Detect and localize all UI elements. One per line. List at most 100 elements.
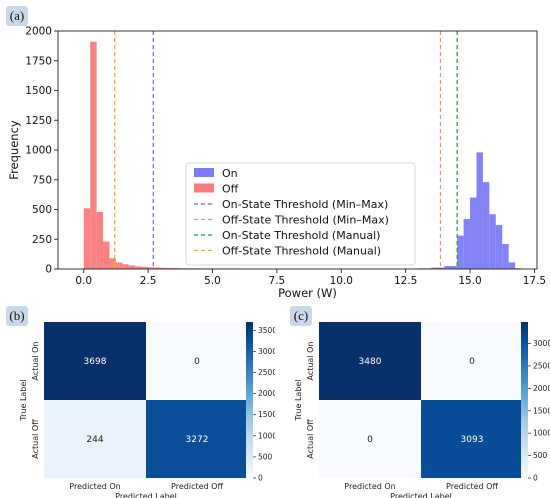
cm-b-value-0-0: 3698 xyxy=(84,357,107,367)
cm-c-colorbar-label-1: 500 xyxy=(533,451,548,460)
histogram-bar-off-10 xyxy=(148,267,155,269)
cm-c-value-1-1: 3093 xyxy=(461,435,484,445)
y-tick-label-6: 1500 xyxy=(25,85,52,97)
cm-c-colorbar-label-3: 1500 xyxy=(533,406,550,415)
cm-b-colorbar-label-4: 2000 xyxy=(258,389,275,398)
cm-b-colorbar-label-0: 0 xyxy=(258,474,263,483)
legend-label-0: On xyxy=(222,167,238,180)
histogram-bar-on-12 xyxy=(508,262,516,269)
histogram-bar-on-4 xyxy=(457,235,464,269)
y-tick-label-4: 1000 xyxy=(25,145,52,157)
cm-c-colorbar-label-0: 0 xyxy=(533,474,538,483)
histogram-bar-on-11 xyxy=(502,244,509,269)
histogram-bar-on-10 xyxy=(495,224,503,269)
cm-b-x-axis-label: Predicted Label xyxy=(115,492,177,498)
histogram-bar-on-3 xyxy=(444,266,458,269)
histogram-bar-off-3 xyxy=(103,241,110,269)
cm-c-x-axis-label: Predicted Label xyxy=(390,492,452,498)
y-tick-label-1: 250 xyxy=(32,234,52,246)
histogram-bar-off-7 xyxy=(128,265,136,269)
histogram-bar-off-6 xyxy=(122,264,129,269)
cm-c-colorbar-label-4: 2000 xyxy=(533,384,550,393)
legend-label-1: Off xyxy=(222,183,239,196)
x-tick-label-0: 0.0 xyxy=(75,275,92,287)
cm-b-colorbar xyxy=(246,322,253,478)
legend-label-4: On-State Threshold (Manual) xyxy=(222,229,380,242)
cm-b-colorbar-label-5: 2500 xyxy=(258,368,275,377)
x-tick-label-5: 12.5 xyxy=(394,275,417,287)
y-tick-label-7: 1750 xyxy=(25,55,52,67)
histogram-bar-off-12 xyxy=(161,267,168,269)
cm-c-value-0-1: 0 xyxy=(469,357,475,367)
cm-b-colorbar-label-6: 3000 xyxy=(258,347,275,356)
legend-swatch-1 xyxy=(194,183,214,193)
histogram-bar-off-5 xyxy=(115,262,123,269)
cm-c-colorbar xyxy=(521,322,528,478)
y-tick-label-5: 1250 xyxy=(25,115,52,127)
x-tick-label-3: 7.5 xyxy=(269,275,286,287)
cm-b-x-category-1: Predicted Off xyxy=(171,482,223,491)
x-tick-label-6: 15.0 xyxy=(458,275,481,287)
cm-c-cell-1-0 xyxy=(319,400,421,478)
cm-b-value-1-0: 244 xyxy=(86,435,103,445)
histogram-bar-off-1 xyxy=(90,41,97,270)
cm-b-cell-1-1 xyxy=(146,400,248,478)
cm-c-cell-0-0 xyxy=(319,322,421,400)
cm-b-value-0-1: 0 xyxy=(194,357,200,367)
cm-b-y-category-1: Actual Off xyxy=(31,419,40,459)
histogram-bar-off-14 xyxy=(173,268,181,269)
y-tick-label-8: 2000 xyxy=(25,26,52,38)
cm-b-colorbar-label-2: 1000 xyxy=(258,431,275,440)
cm-b-colorbar-label-1: 500 xyxy=(258,452,273,461)
panel-label-a: (a) xyxy=(6,6,28,26)
histogram-bar-off-13 xyxy=(167,267,174,269)
histogram-bar-on-2 xyxy=(431,267,445,269)
x-tick-label-4: 10.0 xyxy=(330,275,353,287)
cm-b-x-category-0: Predicted On xyxy=(69,482,120,491)
cm-c-value-0-0: 3480 xyxy=(359,357,382,367)
legend-swatch-0 xyxy=(194,168,214,177)
cm-c-x-category-0: Predicted On xyxy=(344,482,395,491)
cm-b-y-category-0: Actual On xyxy=(31,342,40,381)
x-tick-label-7: 17.5 xyxy=(523,275,546,287)
cm-b-colorbar-label-3: 1500 xyxy=(258,410,275,419)
x-axis-label: Power (W) xyxy=(278,286,337,300)
x-tick-label-2: 5.0 xyxy=(204,275,221,287)
legend-label-2: On-State Threshold (Min–Max) xyxy=(222,198,388,211)
cm-b-cell-1-0 xyxy=(44,400,146,478)
histogram-bar-on-6 xyxy=(470,197,477,269)
histogram-bar-on-5 xyxy=(463,219,471,269)
histogram-bar-off-9 xyxy=(141,266,149,269)
cm-b-cell-0-1 xyxy=(146,322,248,400)
cm-b-colorbar-label-7: 3500 xyxy=(258,326,275,335)
y-tick-label-2: 500 xyxy=(32,204,52,216)
cm-b-y-axis-label: True Label xyxy=(19,379,28,421)
cm-c-y-category-1: Actual Off xyxy=(306,419,315,459)
histogram-bar-off-0 xyxy=(83,208,91,269)
cm-c-y-category-0: Actual On xyxy=(306,342,315,381)
cm-c-colorbar-label-2: 1000 xyxy=(533,429,550,438)
panel-label-c: (c) xyxy=(290,306,312,326)
panel-label-b: (b) xyxy=(6,306,28,326)
histogram-bar-off-2 xyxy=(96,211,104,269)
legend-label-5: Off-State Threshold (Manual) xyxy=(222,245,381,258)
confusion-matrix-c: 3480 0 0 3093 Predicted On Predicted Off Actua… xyxy=(294,322,550,498)
cm-c-value-1-0: 0 xyxy=(367,435,373,445)
cm-c-y-axis-label: True Label xyxy=(294,379,303,421)
histogram-bar-off-8 xyxy=(135,266,142,269)
histogram-bar-on-7 xyxy=(476,152,483,269)
histogram-bar-on-9 xyxy=(489,214,496,269)
histogram-bar-off-11 xyxy=(154,267,162,269)
cm-b-cell-0-0 xyxy=(44,322,146,400)
cm-c-colorbar-label-5: 2500 xyxy=(533,361,550,370)
cm-c-x-category-1: Predicted Off xyxy=(446,482,498,491)
y-tick-label-3: 750 xyxy=(32,174,52,186)
cm-c-cell-1-1 xyxy=(421,400,523,478)
y-tick-label-0: 0 xyxy=(45,264,52,276)
cm-b-value-1-1: 3272 xyxy=(186,435,209,445)
legend-label-3: Off-State Threshold (Min–Max) xyxy=(222,214,389,227)
histogram-chart: 0.0 2.5 5.0 7.5 10.0 12.5 15.0 17.5 0 250 500 750 10… xyxy=(7,26,546,301)
x-tick-label-1: 2.5 xyxy=(140,275,157,287)
histogram-bar-on-8 xyxy=(482,182,490,269)
cm-c-colorbar-label-6: 3000 xyxy=(533,339,550,348)
